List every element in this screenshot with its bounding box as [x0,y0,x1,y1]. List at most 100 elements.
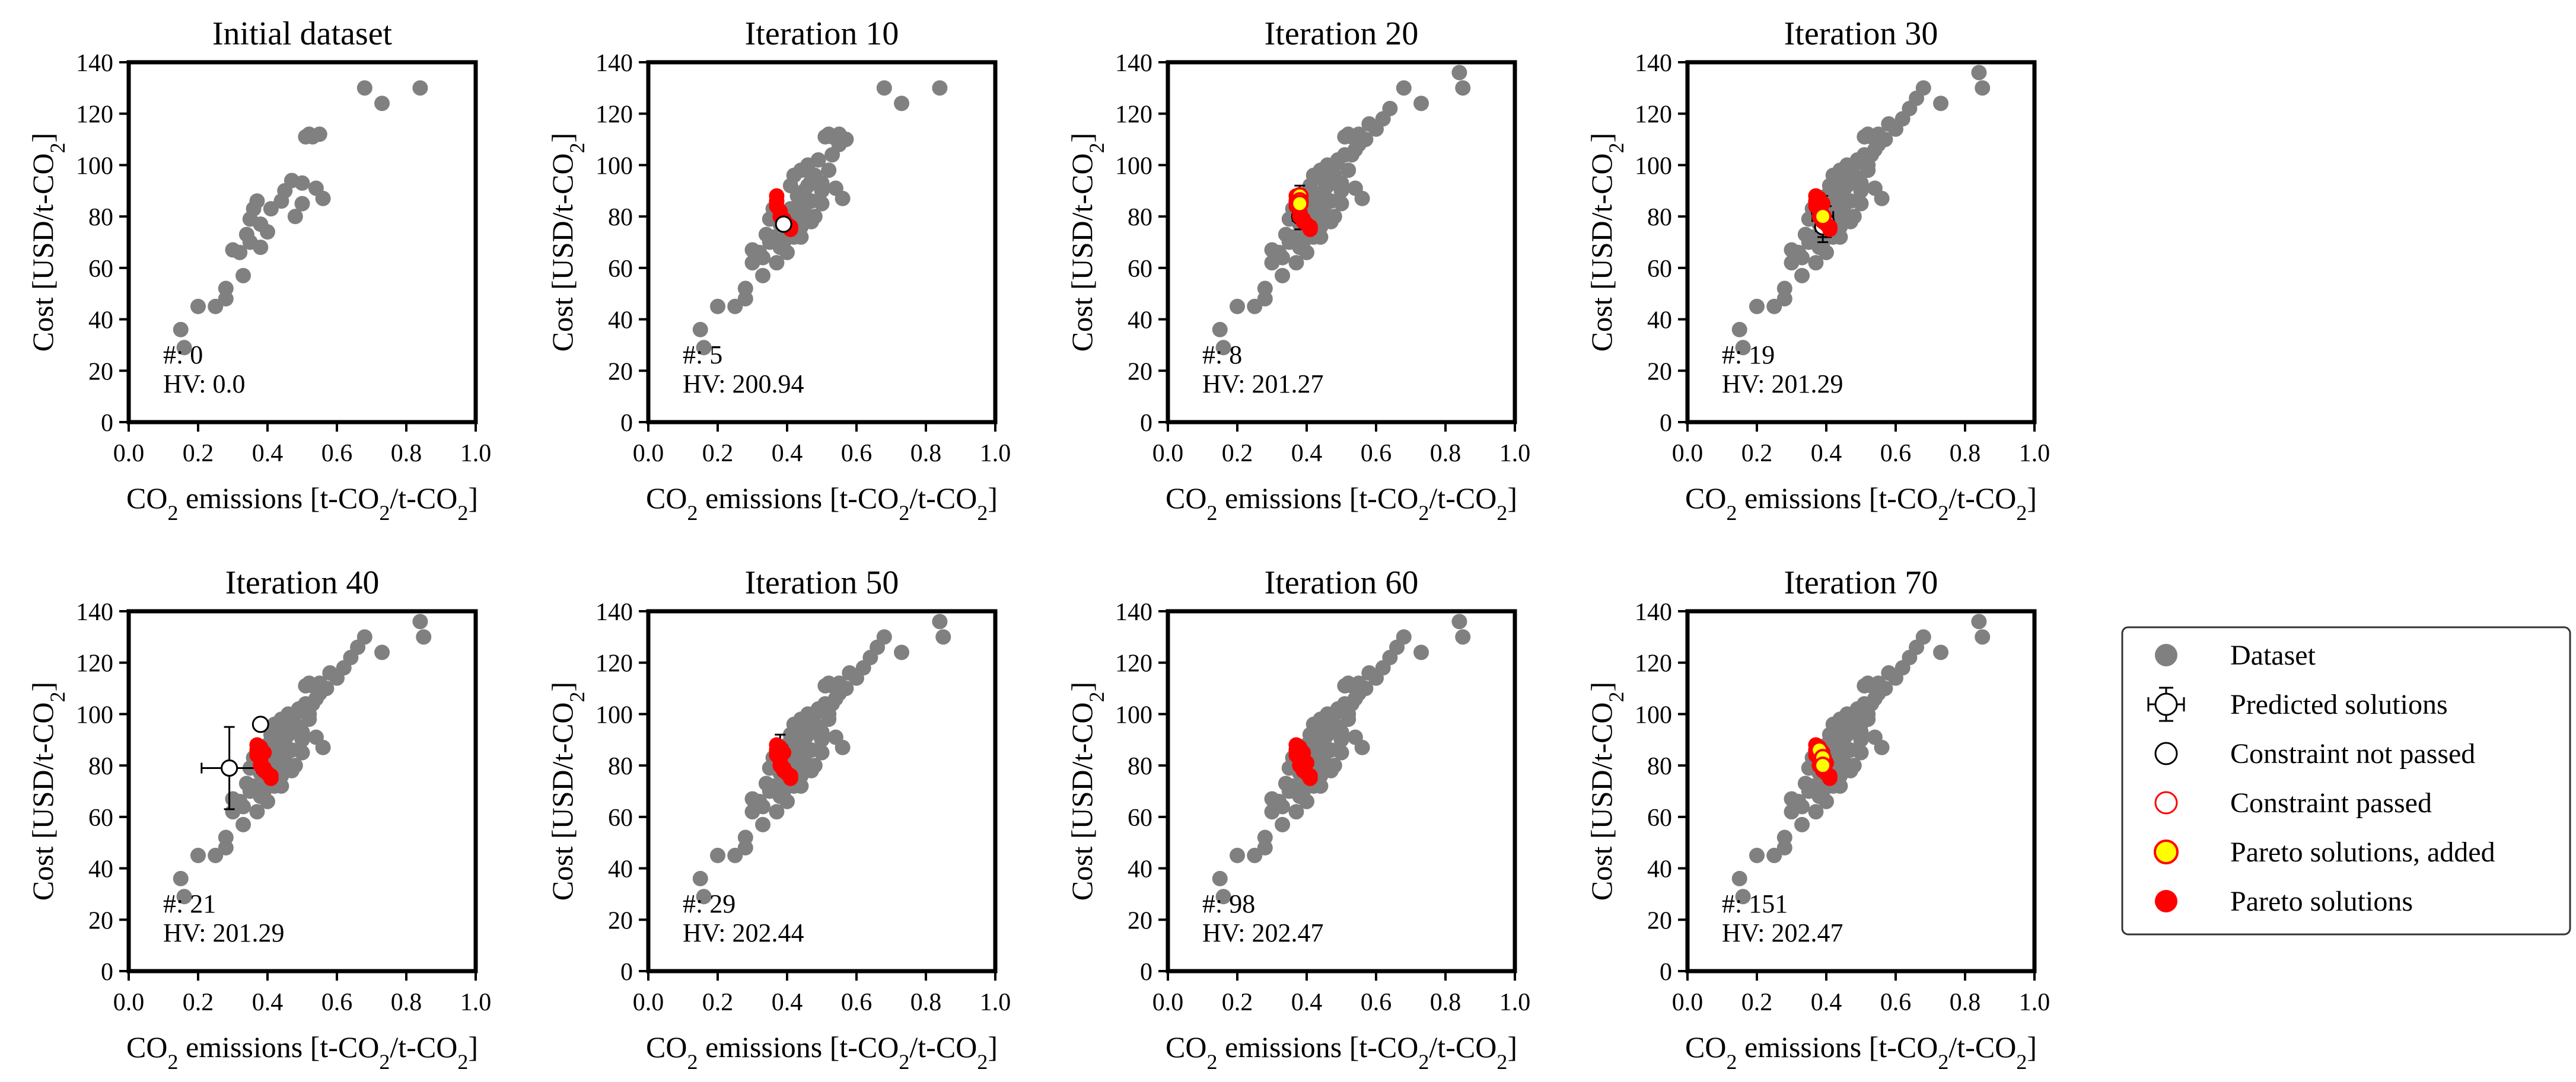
chart-7-ylabel-part: Cost [USD/t-CO [1065,702,1098,901]
chart-3-dataset-point [1316,173,1332,189]
legend-passed-marker [2154,791,2178,815]
chart-5-dataset-point [315,739,331,755]
chart-2-xlabel-sub: 2 [687,501,698,525]
chart-4-ytick-label: 100 [1635,152,1672,180]
chart-5-xlabel-part: emissions [t-CO [179,1030,380,1064]
legend-entry-dataset: Dataset [2155,640,2316,671]
chart-4-dataset-point [1975,80,1991,96]
chart-8-xtick-label: 1.0 [2019,989,2050,1016]
chart-3-dataset-point [1354,190,1370,206]
chart-2-dataset-point [803,213,819,229]
chart-5-xtick-label: 0.6 [321,989,353,1016]
chart-5-xtick-label: 0.8 [391,989,422,1016]
chart-4-xtick-label: 0.0 [1672,440,1703,467]
chart-2-dataset-point [821,162,837,178]
chart-8-dataset-point [1874,739,1890,755]
chart-5-dataset-point [291,722,307,738]
chart-8-xlabel-part: emissions [t-CO [1737,1030,1938,1064]
chart-7-xlabel-part: ] [1507,1030,1517,1064]
chart-1-xlabel-sub: 2 [457,501,468,525]
chart-7-ytick-label: 40 [1128,856,1152,883]
chart-3-dataset-point [1323,213,1339,229]
chart-8-ylabel-part: Cost [USD/t-CO [1585,702,1618,901]
chart-2-dataset-point [932,80,948,96]
chart-4-dataset-point [1839,193,1855,209]
chart-8-dataset-point [1842,762,1858,778]
chart-6-dataset-point [810,722,826,738]
chart-6-dataset-point [827,691,843,707]
chart-8-dataset-point [1853,716,1869,732]
chart-3-dataset-point [1288,255,1304,271]
chart-2-ytick-label: 0 [620,410,633,437]
chart-6-dataset-point [821,706,837,722]
chart-1-ylabel-part: ] [26,133,59,143]
chart-6-dataset-point [755,799,771,815]
chart-1-ytick-label: 20 [88,358,113,385]
chart-2: Iteration 10 0.0 0.2 0.4 0.6 0.8 1.0 0 20 40 60 80 1… [546,15,1011,525]
chart-8-ylabel-part: ] [1585,682,1618,692]
chart-8-dataset-point [1836,742,1852,758]
chart-7-dataset-point [1212,870,1228,886]
legend-dataset-marker [2155,644,2177,666]
chart-5-ytick-label: 40 [88,856,113,883]
chart-8-dataset-point [1971,614,1987,630]
chart-8-ytick-label: 40 [1647,856,1672,883]
chart-2-dataset-point [810,152,826,168]
chart-7-dataset-point [1358,681,1374,697]
chart-4-dataset-point [1731,321,1747,337]
chart-7-xtick-label: 0.4 [1291,989,1323,1016]
chart-7-dataset-point [1230,847,1245,863]
chart-3-dataset-point [1451,65,1467,81]
chart-2-dataset-point [755,267,771,283]
chart-2-count-annotation: #: 5 [683,340,722,369]
chart-5-ylabel: Cost [USD/t-CO2] [26,682,69,901]
chart-5-xlabel-part: ] [468,1030,478,1064]
chart-2-dataset-point [755,250,771,266]
chart-7-xlabel-part: emissions [t-CO [1218,1030,1419,1064]
chart-5-dataset-point [270,727,286,743]
chart-2-dataset-point [876,80,892,96]
chart-6-ylabel-part: ] [546,682,579,692]
chart-1-dataset-point [249,193,265,209]
chart-4-dataset-point [1829,178,1845,194]
chart-1-dataset-point [173,321,189,337]
chart-8-xlabel-sub: 2 [2016,1050,2027,1074]
chart-4-ytick-label: 20 [1647,358,1672,385]
chart-1-ytick-label: 120 [76,101,113,129]
chart-8-dataset-point [1735,889,1751,905]
chart-6-ytick-label: 120 [596,650,633,678]
chart-6-hv-annotation: HV: 202.44 [683,918,804,947]
chart-8-hv-annotation: HV: 202.47 [1722,918,1843,947]
chart-1-xlabel-sub: 2 [168,501,179,525]
chart-2-dataset-point [710,298,725,314]
chart-7-xlabel-sub: 2 [1418,1050,1429,1074]
chart-8-xlabel-sub: 2 [1938,1050,1948,1074]
chart-7-dataset-point [1275,799,1291,815]
chart-5-dataset-point [412,614,428,630]
chart-8-xtick-label: 0.6 [1880,989,1912,1016]
chart-8-ytick-label: 0 [1660,959,1672,986]
chart-3-dataset-point [1323,193,1339,209]
chart-8-dataset-point [1867,691,1883,707]
chart-6-xlabel-part: CO [646,1030,687,1064]
chart-5-xlabel-sub: 2 [168,1050,179,1074]
chart-6-dataset-point [894,644,910,660]
chart-7-dataset-point [1288,804,1304,820]
chart-7-dataset-point [1275,816,1291,832]
chart-8-xtick-label: 0.2 [1741,989,1773,1016]
legend-predicted-marker [2154,692,2178,716]
chart-7-count-annotation: #: 98 [1202,889,1255,918]
chart-3-title: Iteration 20 [1265,15,1419,52]
chart-7-xlabel-part: CO [1166,1030,1206,1064]
chart-6-dataset-point [789,727,805,743]
chart-6-xtick-label: 0.2 [702,989,734,1016]
chart-2-xtick-label: 0.2 [702,440,734,467]
chart-5-dataset-point [218,840,234,856]
chart-5-ylabel-part: Cost [USD/t-CO [26,702,59,901]
chart-6-dataset-point [838,681,854,697]
legend-entry-pareto: Pareto solutions [2155,886,2413,917]
chart-1-ytick-label: 100 [76,152,113,180]
chart-1-count-annotation: #: 0 [163,340,203,369]
chart-3-frame [1166,60,1517,424]
